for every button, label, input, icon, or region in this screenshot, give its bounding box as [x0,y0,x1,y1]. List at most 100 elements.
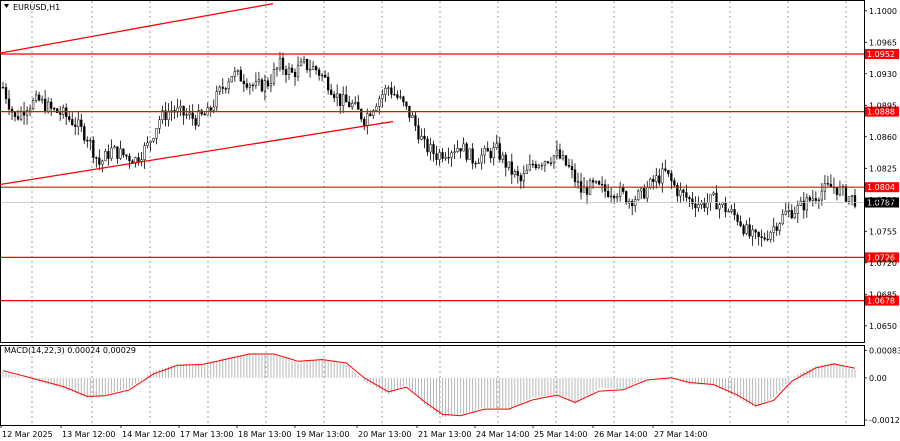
level-label: 1.0726 [867,253,895,262]
candle [432,140,435,162]
candle [712,191,715,196]
candle [357,95,360,110]
candle [423,128,426,149]
candle [802,191,805,219]
candle [838,180,842,197]
macd-title: MACD(14,22,3) 0.00024 0.00029 [4,346,136,355]
candle [700,200,703,209]
candle [137,152,140,166]
candles [1,52,857,247]
candle [194,114,197,130]
candle [757,231,760,246]
candle [224,86,227,94]
candle [284,65,288,83]
candle [179,99,182,117]
candle [492,141,495,166]
candle [811,189,814,207]
candle [206,102,209,116]
candle [534,160,538,171]
price-tick-label: 1.0965 [869,38,897,47]
price-tick-label: 1.0790 [869,196,897,205]
price-tick-label: 1.0825 [869,164,897,173]
level-label-box [865,182,899,193]
candle [104,148,107,162]
title-dropdown-icon[interactable] [4,4,9,8]
candle [519,172,522,189]
candle [308,59,312,78]
candle [296,56,300,82]
time-tick-label: 19 Mar 13:00 [296,430,349,439]
candle [254,72,258,89]
candle [781,209,784,226]
candle [59,106,62,121]
candle [829,174,833,188]
price-tick-label: 1.0720 [869,259,897,268]
candle [414,111,417,132]
candle [89,137,92,151]
candle [182,105,185,125]
candle [1,81,5,89]
candle [480,148,483,170]
candle [730,204,733,214]
candle [56,107,59,114]
candle [736,212,739,226]
candle [634,195,637,213]
candle [558,143,562,160]
candle [37,91,41,102]
candle [173,105,176,120]
candle [98,149,101,171]
candle [841,184,845,196]
candle [504,151,507,177]
candle [152,137,155,143]
candle [372,108,375,119]
candle [191,104,194,126]
price-tick-label: 1.0650 [869,322,897,331]
time-tick-label: 24 Mar 14:00 [476,430,529,439]
candle [158,115,161,134]
candle [330,83,333,96]
candle [727,208,730,213]
candle [444,152,447,161]
candle [600,176,604,193]
candle [763,232,766,242]
candle [86,136,89,148]
candle [667,170,670,178]
candle [555,140,559,160]
candle [411,112,414,118]
candle [676,182,679,203]
candle [19,106,23,121]
candle [302,55,306,65]
candle [140,152,143,167]
candle [805,193,808,218]
candle [745,220,748,236]
candle [266,77,270,90]
time-tick-label: 27 Mar 14:00 [654,430,707,439]
candle [326,72,330,95]
candle [597,180,601,186]
candle [814,191,818,204]
time-tick-label: 12 Mar 2025 [2,430,53,439]
candle [149,140,152,152]
time-tick-label: 21 Mar 13:00 [418,430,471,439]
candle [459,148,462,159]
candle [351,99,354,110]
price-tick-label: 1.0930 [869,70,897,79]
candle [116,146,119,164]
candle [408,105,411,122]
candle [399,89,402,100]
candle [95,156,98,168]
candle [525,164,528,175]
candle [715,185,718,210]
candle [661,162,664,193]
current-price-box [865,197,899,208]
time-tick-label: 14 Mar 12:00 [122,430,175,439]
candle [43,89,47,114]
candle [128,153,131,169]
candle [739,215,742,228]
candle [447,147,450,164]
candle [679,182,682,204]
trend-line-upper [0,2,274,54]
candle [366,108,369,135]
axes: 1.1000 1.0965 1.0930 1.0895 1.0860 1.0825 1.07… [0,7,900,439]
